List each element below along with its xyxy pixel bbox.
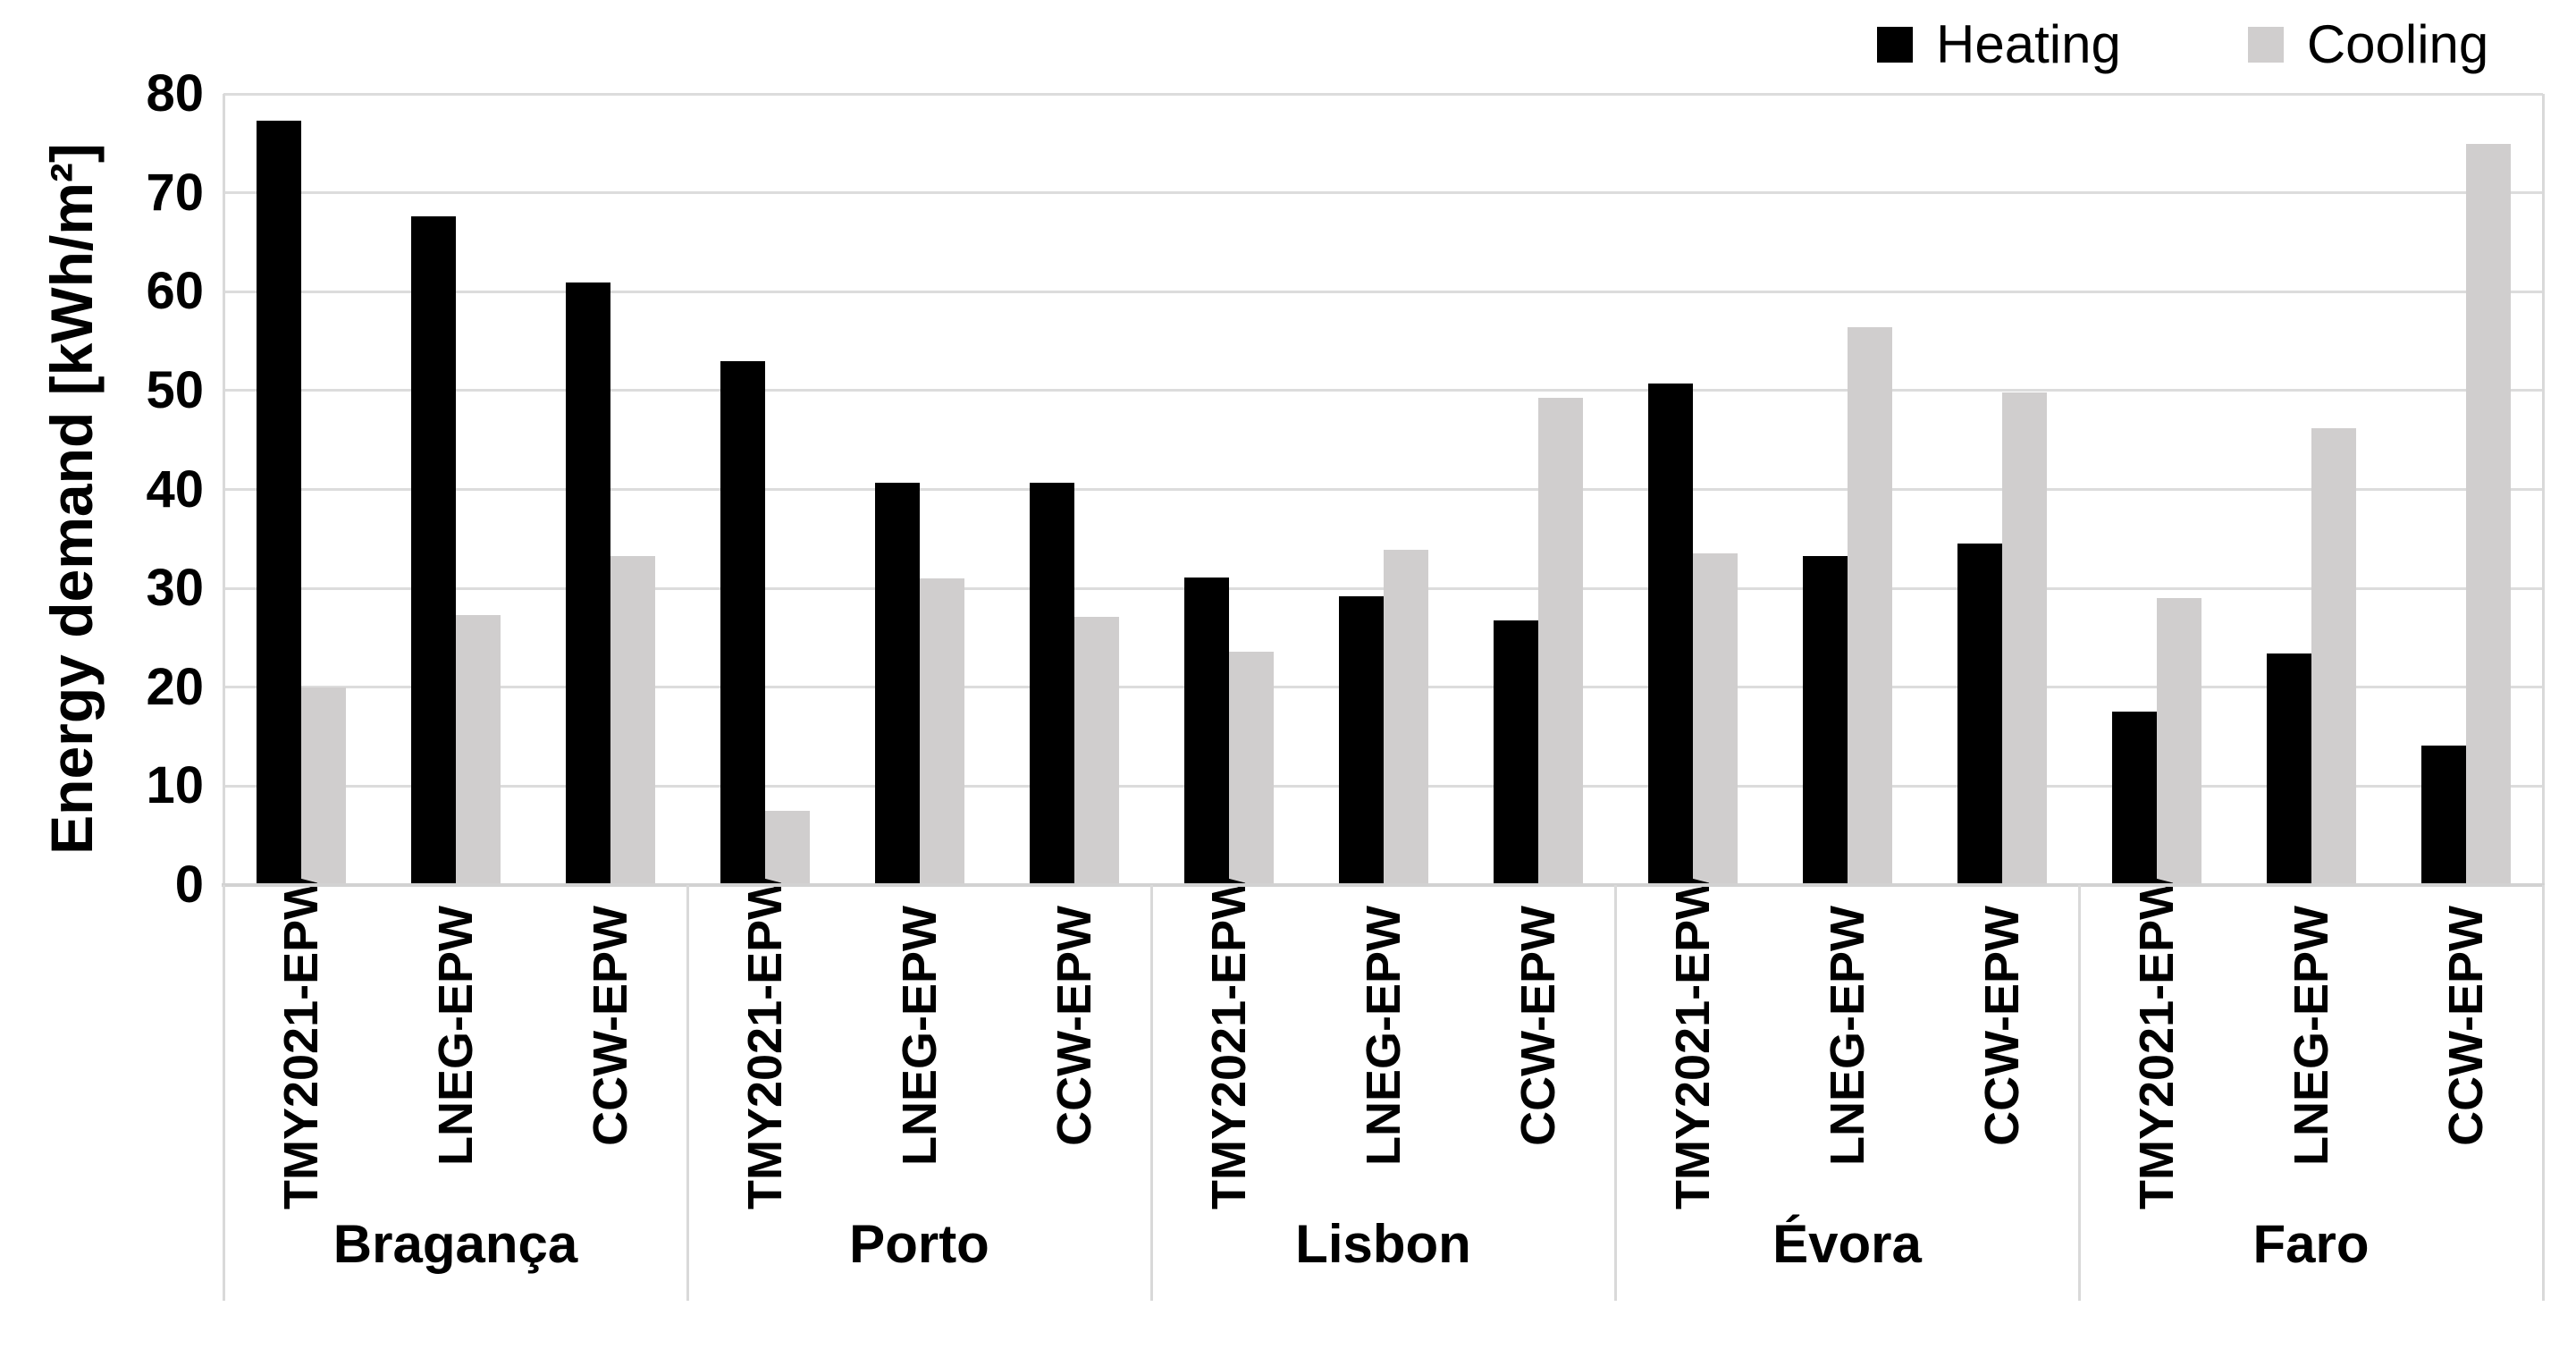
- cooling-bar-Faro-TMY2021-EPW: [2156, 598, 2201, 885]
- y-tick-label-30: 30: [146, 559, 204, 618]
- gridline-40: [223, 488, 2543, 491]
- group-separator-4: [2077, 885, 2081, 1301]
- legend-item-heating: Heating: [1877, 16, 2121, 73]
- heating-bar-Porto-TMY2021-EPW: [720, 360, 765, 885]
- category-label-Bragança-CCW-EPW: CCW-EPW: [583, 906, 637, 1146]
- cooling-bar-Bragança-CCW-EPW: [610, 555, 655, 885]
- y-tick-label-0: 0: [174, 856, 204, 914]
- category-label-Évora-CCW-EPW: CCW-EPW: [1974, 906, 2029, 1146]
- cooling-bar-Lisbon-LNEG-EPW: [1383, 549, 1428, 885]
- cooling-bar-Lisbon-CCW-EPW: [1537, 397, 1583, 885]
- cooling-bar-Lisbon-TMY2021-EPW: [1228, 651, 1274, 885]
- category-label-Porto-LNEG-EPW: LNEG-EPW: [892, 906, 947, 1166]
- category-label-Porto-TMY2021-EPW: TMY2021-EPW: [737, 873, 792, 1210]
- heating-bar-Lisbon-CCW-EPW: [1493, 620, 1538, 885]
- category-label-Lisbon-CCW-EPW: CCW-EPW: [1511, 906, 1565, 1146]
- group-separator-5: [2541, 885, 2545, 1301]
- group-separator-2: [1149, 885, 1153, 1301]
- y-tick-label-20: 20: [146, 657, 204, 716]
- legend-label-heating: Heating: [1936, 14, 2121, 74]
- cooling-bar-Bragança-TMY2021-EPW: [300, 687, 346, 885]
- city-label-Évora: Évora: [1772, 1214, 1922, 1274]
- gridline-50: [223, 389, 2543, 392]
- category-label-Faro-TMY2021-EPW: TMY2021-EPW: [2129, 873, 2184, 1210]
- heating-bar-Bragança-TMY2021-EPW: [256, 120, 301, 885]
- category-label-Porto-CCW-EPW: CCW-EPW: [1047, 906, 1101, 1146]
- heating-bar-Lisbon-TMY2021-EPW: [1183, 577, 1229, 885]
- heating-bar-Évora-LNEG-EPW: [1802, 555, 1848, 885]
- cooling-bar-Faro-LNEG-EPW: [2311, 427, 2356, 885]
- city-label-Bragança: Bragança: [333, 1214, 578, 1274]
- group-separator-3: [1613, 885, 1617, 1301]
- y-tick-label-40: 40: [146, 460, 204, 519]
- city-label-Porto: Porto: [849, 1214, 989, 1274]
- cooling-bar-Faro-CCW-EPW: [2465, 144, 2511, 885]
- heating-bar-Faro-CCW-EPW: [2420, 746, 2466, 885]
- cooling-bar-Porto-LNEG-EPW: [919, 578, 964, 885]
- cooling-bar-Porto-CCW-EPW: [1073, 617, 1119, 885]
- y-tick-label-50: 50: [146, 360, 204, 419]
- cooling-bar-Évora-TMY2021-EPW: [1692, 553, 1738, 885]
- plot-right-border: [2542, 94, 2545, 885]
- heating-bar-Évora-CCW-EPW: [1957, 544, 2002, 885]
- category-label-Lisbon-TMY2021-EPW: TMY2021-EPW: [1201, 873, 1256, 1210]
- heating-bar-Porto-LNEG-EPW: [874, 482, 920, 885]
- legend-label-cooling: Cooling: [2306, 14, 2489, 74]
- heating-bar-Faro-TMY2021-EPW: [2111, 712, 2157, 885]
- cooling-swatch-icon: [2247, 27, 2284, 63]
- heating-bar-Bragança-LNEG-EPW: [410, 216, 456, 885]
- cooling-bar-Évora-LNEG-EPW: [1847, 327, 1892, 885]
- gridline-70: [223, 191, 2543, 195]
- group-separator-1: [686, 885, 689, 1301]
- gridline-80: [223, 92, 2543, 96]
- y-axis-title: Energy demand [kWh/m²]: [38, 143, 105, 855]
- legend-item-cooling: Cooling: [2247, 14, 2489, 74]
- x-axis-line: [222, 883, 2545, 887]
- heating-swatch-icon: [1877, 27, 1913, 63]
- heating-bar-Évora-TMY2021-EPW: [1647, 384, 1693, 885]
- heating-bar-Bragança-CCW-EPW: [565, 282, 610, 885]
- category-label-Évora-LNEG-EPW: LNEG-EPW: [1820, 906, 1874, 1166]
- cooling-bar-Porto-TMY2021-EPW: [764, 811, 810, 885]
- category-label-Faro-CCW-EPW: CCW-EPW: [2438, 906, 2493, 1146]
- cooling-bar-Bragança-LNEG-EPW: [455, 614, 501, 885]
- heating-bar-Faro-LNEG-EPW: [2266, 653, 2311, 885]
- y-tick-label-70: 70: [146, 163, 204, 222]
- category-label-Bragança-TMY2021-EPW: TMY2021-EPW: [274, 873, 328, 1210]
- heating-bar-Porto-CCW-EPW: [1029, 482, 1074, 885]
- group-separator-0: [222, 885, 225, 1301]
- y-tick-label-10: 10: [146, 756, 204, 815]
- chart-legend: Heating Cooling: [1877, 16, 2488, 73]
- plot-left-border: [223, 94, 225, 885]
- gridline-60: [223, 290, 2543, 293]
- category-label-Faro-LNEG-EPW: LNEG-EPW: [2284, 906, 2338, 1166]
- city-label-Lisbon: Lisbon: [1295, 1214, 1471, 1274]
- city-label-Faro: Faro: [2252, 1214, 2370, 1274]
- y-tick-label-60: 60: [146, 262, 204, 321]
- cooling-bar-Évora-CCW-EPW: [2001, 392, 2047, 885]
- category-label-Évora-TMY2021-EPW: TMY2021-EPW: [1665, 873, 1720, 1210]
- category-label-Lisbon-LNEG-EPW: LNEG-EPW: [1356, 906, 1410, 1166]
- heating-bar-Lisbon-LNEG-EPW: [1338, 595, 1384, 885]
- y-tick-label-80: 80: [146, 64, 204, 122]
- category-label-Bragança-LNEG-EPW: LNEG-EPW: [428, 906, 483, 1166]
